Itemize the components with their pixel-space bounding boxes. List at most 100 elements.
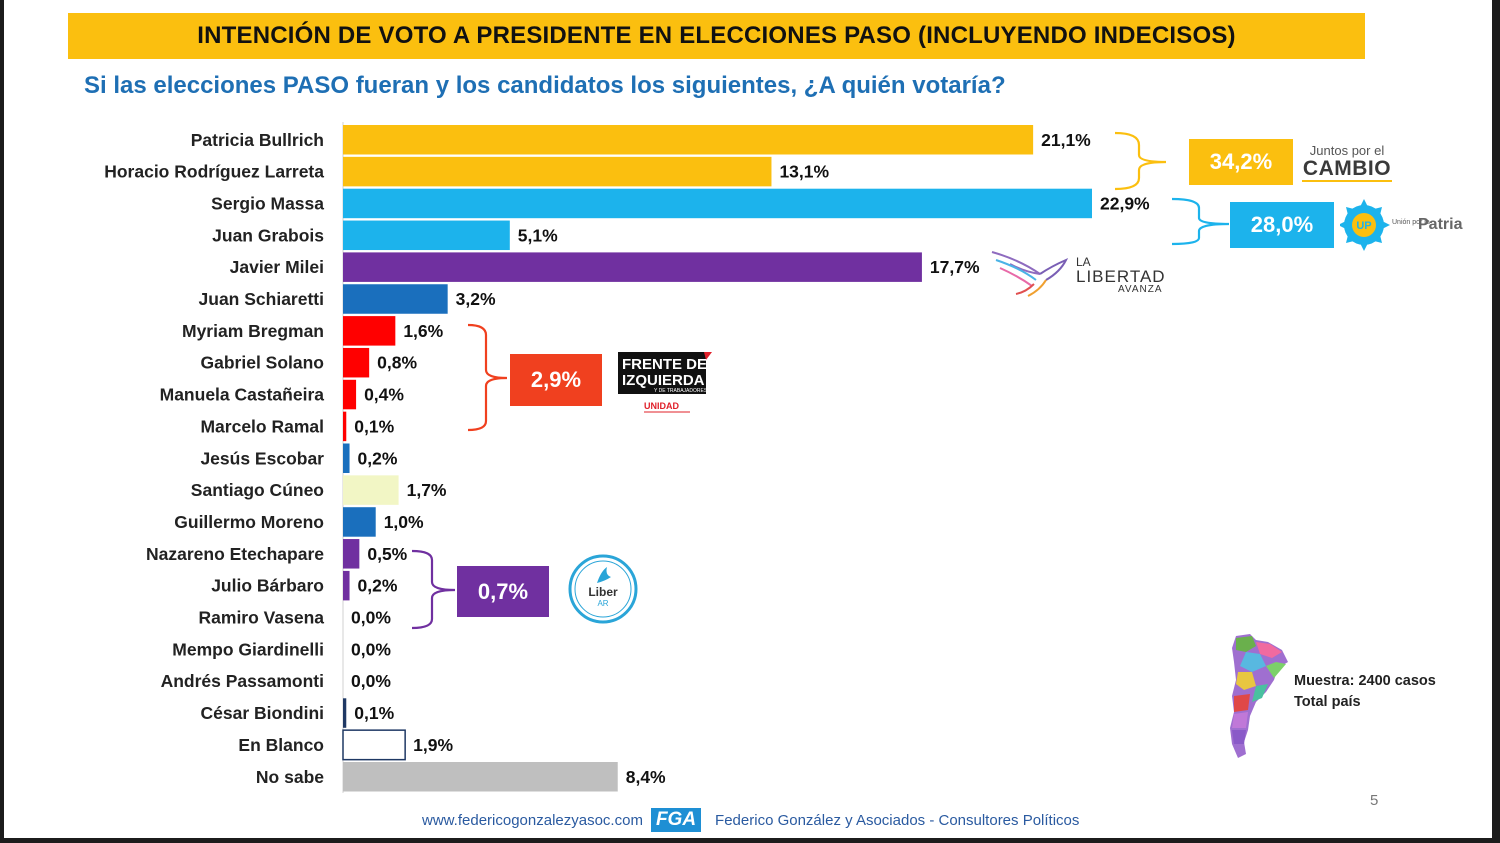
bar bbox=[343, 125, 1034, 155]
value-label: 0,2% bbox=[358, 448, 398, 468]
category-label: Marcelo Ramal bbox=[200, 416, 324, 436]
value-label: 1,7% bbox=[407, 480, 447, 500]
fit-logo-line4: UNIDAD bbox=[644, 401, 679, 411]
bracket-fit bbox=[467, 323, 508, 432]
bar bbox=[342, 729, 406, 761]
value-label: 21,1% bbox=[1041, 130, 1091, 150]
category-label: Juan Schiaretti bbox=[199, 289, 324, 309]
category-label: Myriam Bregman bbox=[182, 321, 324, 341]
bar bbox=[343, 379, 357, 410]
bar bbox=[343, 284, 448, 314]
title-bar: INTENCIÓN DE VOTO A PRESIDENTE EN ELECCI… bbox=[68, 13, 1365, 59]
category-label: Nazareno Etechapare bbox=[146, 544, 324, 564]
bar bbox=[343, 220, 510, 251]
footer-company: Federico González y Asociados - Consulto… bbox=[715, 811, 1080, 829]
sample-line1: Muestra: 2400 casos bbox=[1294, 673, 1436, 689]
bar bbox=[343, 698, 347, 728]
value-label: 8,4% bbox=[626, 767, 666, 787]
category-label: Ramiro Vasena bbox=[199, 608, 325, 628]
group-total-liber: 0,7% bbox=[457, 566, 549, 617]
value-label: 0,2% bbox=[358, 576, 398, 596]
frente-de-izquierda-logo: FRENTE DE IZQUIERDA Y DE TRABAJADORES UN… bbox=[618, 352, 712, 413]
bracket-union bbox=[1171, 197, 1230, 246]
value-label: 0,0% bbox=[351, 608, 391, 628]
dove-icon bbox=[597, 567, 611, 583]
lla-logo-line3: AVANZA bbox=[1118, 284, 1163, 295]
footer: www.federicogonzalezyasoc.com FGA Federi… bbox=[422, 808, 1079, 832]
chart-subtitle: Si las elecciones PASO fueran y los cand… bbox=[84, 72, 1006, 99]
value-label: 0,8% bbox=[377, 353, 417, 373]
category-label: Horacio Rodríguez Larreta bbox=[104, 162, 324, 182]
bar bbox=[343, 156, 772, 187]
juntos-por-el-cambio-logo: Juntos por el CAMBIO bbox=[1302, 143, 1392, 185]
value-label: 0,0% bbox=[351, 671, 391, 691]
bar bbox=[343, 762, 618, 792]
category-label: Gabriel Solano bbox=[201, 353, 325, 373]
bars-layer: Patricia Bullrich 21,1% Horacio Rodríguez … bbox=[104, 122, 1150, 793]
bar bbox=[343, 443, 350, 473]
argentina-map-icon bbox=[1230, 634, 1288, 758]
bracket-liber bbox=[411, 549, 456, 630]
category-label: Juan Grabois bbox=[212, 225, 324, 245]
value-label: 0,1% bbox=[354, 703, 394, 723]
bar bbox=[343, 507, 376, 537]
union-logo-badge: UP bbox=[1356, 220, 1371, 232]
value-label: 0,1% bbox=[354, 416, 394, 436]
union-por-la-patria-logo: UP Unión por la Patria bbox=[1340, 199, 1463, 251]
category-label: No sabe bbox=[256, 767, 324, 787]
fit-logo-line3: Y DE TRABAJADORES bbox=[654, 388, 708, 394]
bar-chart: Patricia Bullrich 21,1% Horacio Rodríguez … bbox=[104, 122, 1230, 793]
value-label: 1,6% bbox=[403, 321, 443, 341]
category-label: César Biondini bbox=[201, 703, 325, 723]
sample-line2: Total país bbox=[1294, 694, 1361, 710]
bar bbox=[343, 570, 350, 601]
value-label: 1,0% bbox=[384, 512, 424, 532]
fit-logo-line1: FRENTE DE bbox=[622, 356, 707, 373]
value-label: 1,9% bbox=[413, 735, 453, 755]
category-label: Manuela Castañeira bbox=[160, 385, 325, 405]
juntos-logo-line1: Juntos por el bbox=[1309, 143, 1385, 158]
bar bbox=[343, 188, 1092, 219]
category-label: Santiago Cúneo bbox=[191, 480, 324, 500]
fga-logo: FGA bbox=[650, 808, 702, 832]
category-label: Julio Bárbaro bbox=[211, 576, 324, 596]
bar bbox=[343, 475, 399, 505]
category-label: Mempo Giardinelli bbox=[172, 639, 324, 659]
value-label: 22,9% bbox=[1100, 193, 1150, 213]
lla-logo-line1: LA bbox=[1076, 255, 1091, 269]
union-logo-small: Unión por la bbox=[1392, 219, 1430, 226]
group-total-fit: 2,9% bbox=[510, 354, 602, 406]
eagle-icon bbox=[991, 251, 1069, 297]
lla-logo-line2: LIBERTAD bbox=[1076, 267, 1166, 286]
group-total-union: 28,0% bbox=[1230, 202, 1334, 248]
bar bbox=[343, 539, 360, 569]
value-label: 13,1% bbox=[779, 162, 829, 182]
value-label: 0,0% bbox=[351, 639, 391, 659]
category-label: En Blanco bbox=[238, 735, 324, 755]
bar bbox=[343, 411, 347, 442]
page-number: 5 bbox=[1370, 792, 1379, 809]
category-label: Patricia Bullrich bbox=[191, 130, 324, 150]
liber-logo-text: Liber bbox=[588, 585, 618, 599]
group-total-juntos: 34,2% bbox=[1189, 139, 1293, 185]
footer-url[interactable]: www.federicogonzalezyasoc.com bbox=[422, 811, 643, 829]
value-label: 17,7% bbox=[930, 257, 980, 277]
chart-title: INTENCIÓN DE VOTO A PRESIDENTE EN ELECCI… bbox=[197, 22, 1236, 49]
bracket-juntos bbox=[1114, 131, 1167, 191]
value-label: 5,1% bbox=[518, 225, 558, 245]
liber-logo-sub: AR bbox=[597, 599, 608, 608]
value-label: 0,5% bbox=[367, 544, 407, 564]
slide: INTENCIÓN DE VOTO A PRESIDENTE EN ELECCI… bbox=[4, 0, 1492, 838]
value-label: 0,4% bbox=[364, 385, 404, 405]
bar bbox=[343, 316, 396, 346]
la-libertad-avanza-logo: LA LIBERTAD AVANZA bbox=[991, 251, 1166, 297]
bar bbox=[343, 252, 922, 282]
brackets-layer bbox=[411, 131, 1230, 630]
liber-ar-logo: Liber AR bbox=[568, 554, 638, 624]
category-label: Guillermo Moreno bbox=[174, 512, 324, 532]
category-label: Javier Milei bbox=[230, 257, 324, 277]
value-label: 3,2% bbox=[456, 289, 496, 309]
bar bbox=[343, 347, 370, 378]
category-label: Andrés Passamonti bbox=[161, 671, 324, 691]
juntos-logo-line2: CAMBIO bbox=[1302, 157, 1392, 182]
